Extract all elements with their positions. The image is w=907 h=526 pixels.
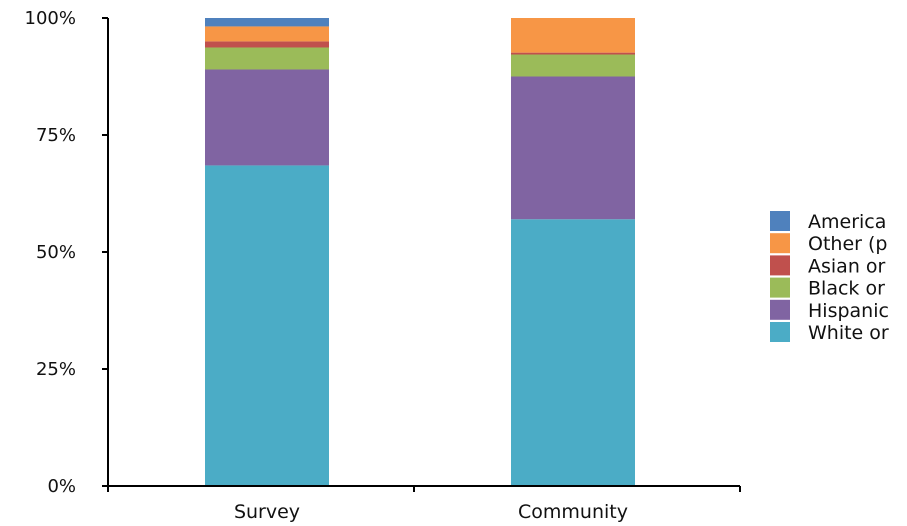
- legend-swatch: [770, 233, 790, 254]
- legend-swatch: [770, 277, 790, 298]
- y-tick-label: 100%: [25, 8, 76, 29]
- y-tick-label: 25%: [36, 359, 76, 380]
- x-category-label: Survey: [234, 501, 300, 523]
- legend-label: White or: [808, 322, 889, 344]
- bar-segment-survey-3: [205, 41, 329, 48]
- bar-segment-community-3: [511, 52, 635, 55]
- legend-swatch: [770, 255, 790, 276]
- bars-group: [205, 18, 635, 487]
- bar-segment-community-4: [511, 18, 635, 53]
- legend-swatch: [770, 211, 790, 231]
- y-ticks-group: 0% 25% 50% 75% 100%: [25, 8, 108, 497]
- bar-segment-survey-2: [205, 47, 329, 70]
- legend-label: Black or: [808, 278, 885, 300]
- x-ticks-group: Survey Community: [107, 486, 741, 523]
- bar-segment-survey-5: [205, 18, 329, 27]
- legend-label: America: [808, 211, 886, 233]
- y-tick-label: 0%: [47, 476, 76, 497]
- bar-segment-community-2: [511, 54, 635, 77]
- x-category-label: Community: [518, 501, 628, 523]
- legend-label: Other (p: [808, 233, 887, 255]
- legend-label: Asian or: [808, 255, 886, 277]
- bar-segment-survey-0: [205, 165, 329, 487]
- axes-group: [107, 18, 740, 487]
- bar-segment-survey-4: [205, 26, 329, 42]
- bar-segment-survey-1: [205, 69, 329, 166]
- y-tick-label: 75%: [36, 125, 76, 146]
- legend-swatch: [770, 322, 790, 342]
- legend-label: Hispanic: [808, 300, 889, 322]
- y-tick-label: 50%: [36, 242, 76, 263]
- bar-segment-community-0: [511, 219, 635, 487]
- legend-swatch: [770, 299, 790, 320]
- bar-segment-community-1: [511, 76, 635, 220]
